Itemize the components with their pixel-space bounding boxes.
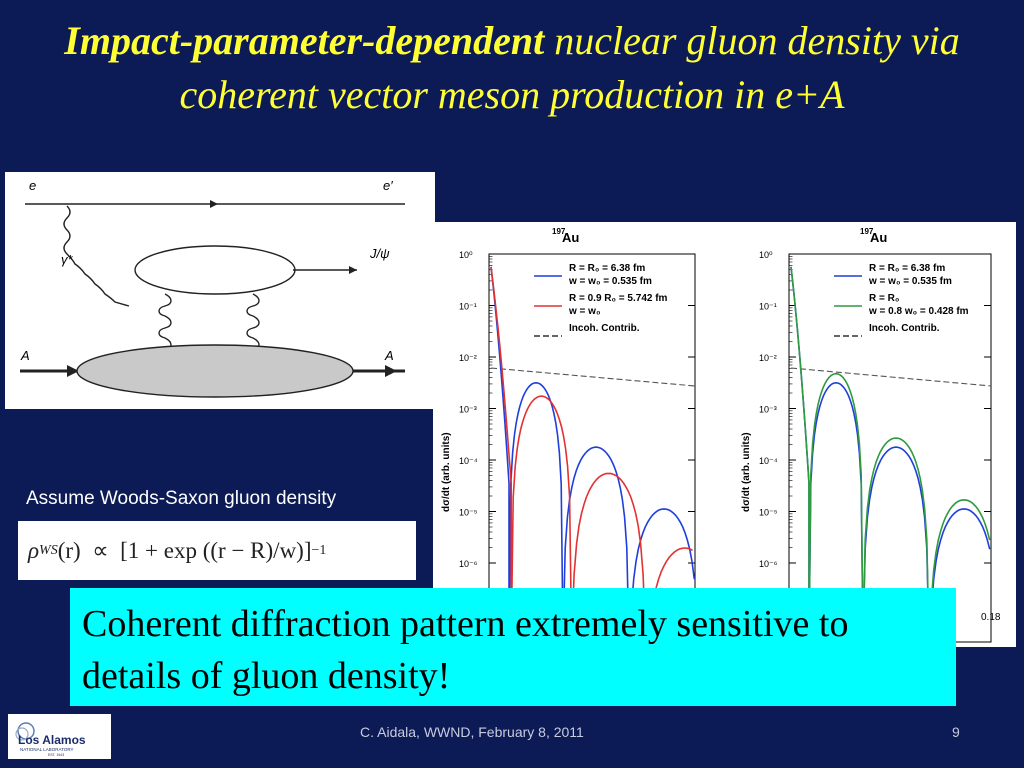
label-a-out: A [384, 348, 394, 363]
formula-sub: WS [39, 542, 58, 558]
ytick-label-1-4: 10⁻⁴ [759, 456, 778, 466]
feynman-diagram: e e′ γ* J/ψ A A [5, 172, 435, 409]
callout-text: Coherent diffraction pattern extremely s… [82, 603, 849, 697]
title-rest: nuclear gluon density via coherent vecto… [179, 18, 960, 117]
ytick-label-0-4: 10⁻⁴ [459, 456, 478, 466]
title-bold: Impact-parameter-dependent [64, 18, 545, 63]
formula-prop: ∝ [92, 537, 109, 563]
ytick-label-1-6: 10⁻⁶ [759, 559, 778, 569]
page-number: 9 [952, 724, 960, 740]
plot-title-iso-1: 197 [860, 227, 874, 236]
logo-est: EST. 1943 [48, 753, 64, 757]
assumption-text: Assume Woods-Saxon gluon density [26, 488, 337, 509]
los-alamos-logo: Los Alamos NATIONAL LABORATORY EST. 1943 [8, 714, 111, 759]
series-1-1 [790, 266, 991, 643]
ytick-label-0-3: 10⁻³ [459, 405, 477, 415]
ytick-label-1-3: 10⁻³ [759, 405, 777, 415]
legend-line2-1-0: w = w₀ = 0.535 fm [868, 276, 952, 287]
formula-rhs: [1 + exp ((r − R)/w)] [120, 537, 312, 563]
label-e-in: e [29, 178, 36, 193]
formula-exp: −1 [311, 542, 327, 558]
footer-text: C. Aidala, WWND, February 8, 2011 [360, 724, 584, 740]
legend-line1-0-0: R = R₀ = 6.38 fm [569, 263, 645, 274]
ylabel-1: dσ/dt (arb. units) [741, 432, 752, 512]
incoh-line-1 [790, 367, 992, 387]
label-jpsi: J/ψ [369, 246, 390, 261]
ytick-label-0-1: 10⁻¹ [459, 302, 477, 312]
ytick-label-1-5: 10⁻⁵ [759, 508, 778, 518]
slide-title: Impact-parameter-dependent nuclear gluon… [20, 14, 1004, 122]
plot-title-0: Au [562, 230, 579, 245]
label-e-out: e′ [383, 178, 393, 193]
incoh-line-0 [490, 367, 696, 387]
legend-line2-0-0: w = w₀ = 0.535 fm [568, 276, 652, 287]
diffraction-plots: Au 197 10⁰ 10⁻¹ 10⁻² 10⁻³ 10⁻⁴ 10⁻⁵ 10⁻⁶ dσ/dt (a… [433, 222, 1016, 647]
ylabel-0: dσ/dt (arb. units) [441, 432, 452, 512]
formula-rho: ρ [28, 537, 40, 563]
callout-box: Coherent diffraction pattern extremely s… [70, 588, 956, 706]
ytick-label-0-2: 10⁻² [459, 353, 477, 363]
legend-line1-1-2: Incoh. Contrib. [869, 323, 940, 334]
ytick-label-1-1: 10⁻¹ [759, 302, 777, 312]
formula-arg: (r) [57, 537, 81, 563]
ytick-label-0-6: 10⁻⁶ [459, 559, 478, 569]
ytick-label-0-0: 10⁰ [459, 250, 473, 260]
legend-line1-1-0: R = R₀ = 6.38 fm [869, 263, 945, 274]
label-gamma: γ* [61, 252, 74, 267]
plot-title-iso-0: 197 [552, 227, 566, 236]
ytick-label-1-0: 10⁰ [759, 250, 773, 260]
plot-title-1: Au [870, 230, 887, 245]
ytick-label-0-5: 10⁻⁵ [459, 508, 478, 518]
legend-line1-0-2: Incoh. Contrib. [569, 323, 640, 334]
legend-line1-0-1: R = 0.9 R₀ = 5.742 fm [569, 293, 668, 304]
logo-sub: NATIONAL LABORATORY [20, 747, 74, 752]
woods-saxon-formula: ρ WS (r) ∝ [1 + exp ((r − R)/w)] −1 [18, 521, 416, 580]
xtick-last: 0.18 [981, 612, 1001, 623]
label-a-in: A [20, 348, 30, 363]
legend-line2-0-1: w = w₀ [568, 306, 600, 317]
logo-name: Los Alamos [18, 733, 86, 747]
series-0-0 [490, 266, 696, 643]
ytick-label-1-2: 10⁻² [759, 353, 777, 363]
legend-line1-1-1: R = R₀ [869, 293, 899, 304]
legend-line2-1-1: w = 0.8 w₀ = 0.428 fm [868, 306, 969, 317]
